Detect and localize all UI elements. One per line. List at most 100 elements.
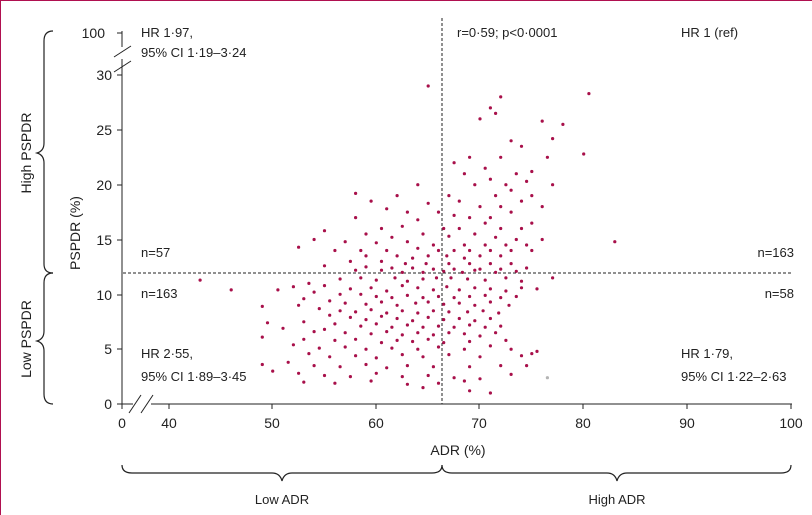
data-point xyxy=(414,301,418,305)
data-point xyxy=(328,299,332,303)
data-point xyxy=(374,241,378,245)
data-point xyxy=(462,379,466,383)
data-point xyxy=(421,270,425,274)
data-point xyxy=(395,254,399,258)
data-point xyxy=(354,354,358,358)
data-point xyxy=(297,303,301,307)
data-point xyxy=(302,337,306,341)
data-point xyxy=(468,339,472,344)
y-tick-label: 30 xyxy=(96,67,112,83)
data-point xyxy=(442,341,446,345)
low-pspdr-brace xyxy=(34,272,54,405)
data-point xyxy=(530,352,534,356)
data-point xyxy=(468,155,472,159)
data-point xyxy=(468,248,472,253)
data-point xyxy=(445,254,449,258)
data-point xyxy=(447,262,451,266)
data-point xyxy=(436,294,441,299)
x-tick-label: 80 xyxy=(575,415,591,431)
data-point xyxy=(466,277,470,281)
data-point xyxy=(434,276,439,280)
data-point xyxy=(374,294,378,299)
y-tick-label: 20 xyxy=(96,177,112,193)
data-point xyxy=(416,331,420,335)
data-point xyxy=(424,262,428,266)
data-point xyxy=(481,309,485,313)
data-point xyxy=(385,289,389,293)
data-point xyxy=(462,243,466,247)
data-point xyxy=(421,386,425,390)
data-point xyxy=(488,300,492,304)
high-pspdr-brace xyxy=(34,30,54,274)
data-point xyxy=(507,303,511,307)
data-point xyxy=(488,316,492,321)
data-point xyxy=(478,355,482,359)
data-point xyxy=(457,288,461,292)
data-point xyxy=(416,311,420,315)
data-point xyxy=(354,216,358,220)
data-point xyxy=(442,226,446,231)
data-point xyxy=(519,286,524,290)
data-point xyxy=(400,224,404,228)
x-tick-label: 0 xyxy=(118,415,126,431)
data-point xyxy=(322,284,327,288)
data-point xyxy=(431,267,435,271)
data-point xyxy=(307,281,311,285)
low-pspdr-label: Low PSPDR xyxy=(18,300,34,378)
data-point xyxy=(504,338,508,342)
data-point xyxy=(421,277,425,281)
data-point xyxy=(395,338,399,342)
data-point xyxy=(390,346,394,350)
data-point xyxy=(460,270,464,274)
data-point xyxy=(338,365,342,369)
data-point xyxy=(369,286,373,290)
data-point xyxy=(390,235,394,239)
data-point xyxy=(551,276,555,280)
data-point xyxy=(426,84,430,88)
data-point xyxy=(322,327,327,331)
data-point xyxy=(488,262,492,266)
data-point xyxy=(452,161,456,165)
data-point xyxy=(395,194,399,198)
data-point xyxy=(468,294,472,299)
data-point xyxy=(333,381,337,385)
data-point xyxy=(447,194,451,198)
data-point xyxy=(400,353,404,357)
y-tick-label: 25 xyxy=(96,122,112,138)
data-point xyxy=(452,296,456,300)
data-point xyxy=(514,237,518,242)
data-point xyxy=(333,248,337,253)
data-point xyxy=(457,226,461,231)
data-point xyxy=(447,310,451,314)
data-point xyxy=(447,331,451,335)
hr-top-left: HR 1·97, xyxy=(141,25,193,40)
data-point xyxy=(509,248,513,253)
data-point xyxy=(385,207,389,211)
data-point xyxy=(587,92,591,96)
data-point xyxy=(411,256,415,260)
y-axis-title: PSPDR (%) xyxy=(67,196,83,270)
data-point xyxy=(426,300,430,304)
data-point xyxy=(343,331,347,335)
data-point xyxy=(478,377,482,381)
data-point xyxy=(545,155,550,159)
data-point xyxy=(497,311,501,315)
data-point xyxy=(426,373,430,378)
data-point xyxy=(468,262,472,266)
data-point xyxy=(452,325,456,329)
data-point xyxy=(519,226,524,231)
y-tick-labels: 0 5 10 15 20 25 30 100 xyxy=(82,25,113,412)
data-point xyxy=(390,266,394,270)
data-point xyxy=(312,364,316,368)
data-point xyxy=(499,95,503,99)
data-point xyxy=(494,111,498,115)
data-point xyxy=(519,279,524,283)
data-point xyxy=(473,303,477,307)
data-point xyxy=(317,307,321,311)
data-point xyxy=(426,337,430,341)
data-point xyxy=(328,355,332,359)
x-tick-marks xyxy=(121,404,792,409)
data-point xyxy=(354,310,358,314)
data-point xyxy=(442,302,446,306)
data-point xyxy=(499,155,503,159)
